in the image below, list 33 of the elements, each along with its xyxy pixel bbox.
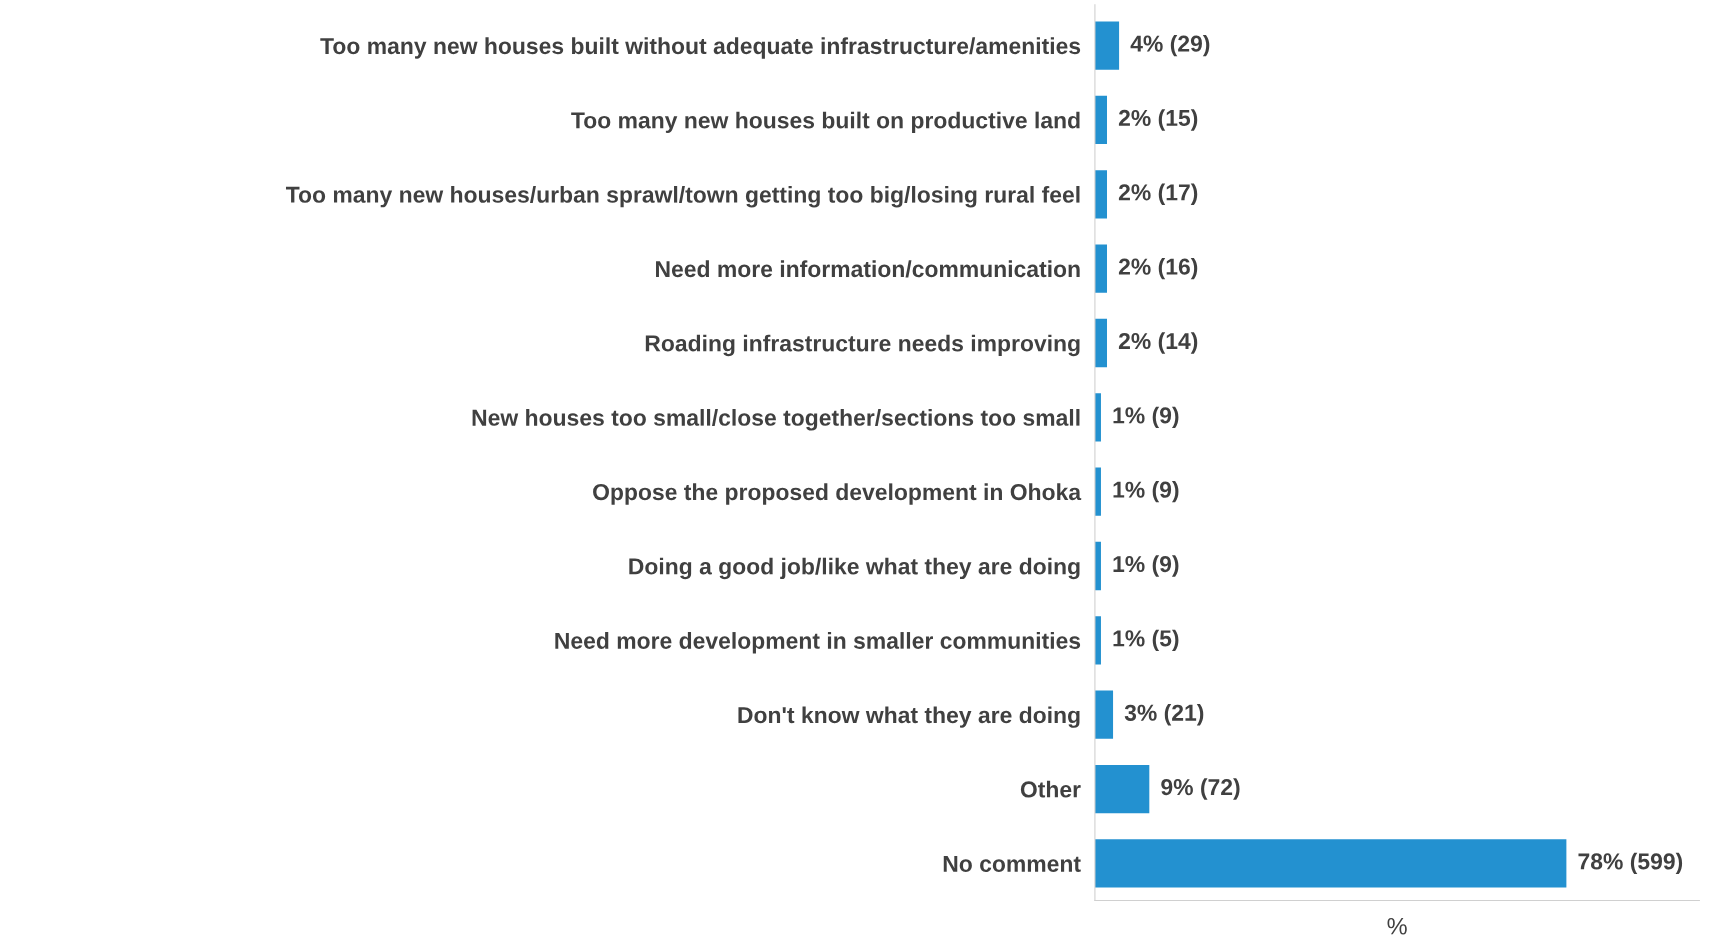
bar xyxy=(1094,170,1108,219)
y-tick-label: New houses too small/close together/sections too small xyxy=(472,409,1080,431)
y-tick-label: Need more information/communication xyxy=(656,260,1080,278)
y-tick-label: Don't know what they are doing xyxy=(738,706,1080,728)
bar xyxy=(1094,318,1108,368)
y-tick-label: Need more development in smaller communities xyxy=(555,632,1081,654)
data-label: 2% (14) xyxy=(1118,332,1198,354)
y-tick-label: Roading infrastructure needs improving xyxy=(645,334,1080,357)
bar xyxy=(1094,95,1108,145)
bar xyxy=(1094,690,1114,739)
bar xyxy=(1094,244,1108,293)
data-label: 4% (29) xyxy=(1130,34,1210,57)
data-label: 2% (17) xyxy=(1118,183,1198,205)
bar xyxy=(1094,21,1120,70)
data-label: 1% (9) xyxy=(1113,480,1179,503)
bar xyxy=(1094,839,1567,888)
data-label: 1% (9) xyxy=(1113,555,1179,577)
data-label: 78% (599) xyxy=(1578,852,1683,875)
data-label: 1% (9) xyxy=(1113,406,1179,429)
y-tick-label: Too many new houses/urban sprawl/town getting too big/losing rural feel xyxy=(285,185,1080,208)
bar xyxy=(1094,764,1150,814)
y-tick-label: Too many new houses built without adequate infrastructure/amenities xyxy=(320,37,1081,59)
data-label: 9% (72) xyxy=(1161,778,1240,800)
data-label: 2% (16) xyxy=(1118,257,1198,280)
y-tick-label: No comment xyxy=(943,855,1081,872)
x-axis-title: % xyxy=(1387,917,1407,935)
y-tick-label: Doing a good job/like what they are doing xyxy=(629,557,1080,580)
data-label: 1% (5) xyxy=(1113,629,1179,652)
y-tick-label: Oppose the proposed development in Ohoka xyxy=(593,483,1082,505)
y-tick-label: Other xyxy=(1020,780,1081,798)
y-tick-label: Too many new houses built on productive land xyxy=(571,111,1080,134)
data-label: 2% (15) xyxy=(1118,109,1198,131)
data-label: 3% (21) xyxy=(1124,704,1204,726)
